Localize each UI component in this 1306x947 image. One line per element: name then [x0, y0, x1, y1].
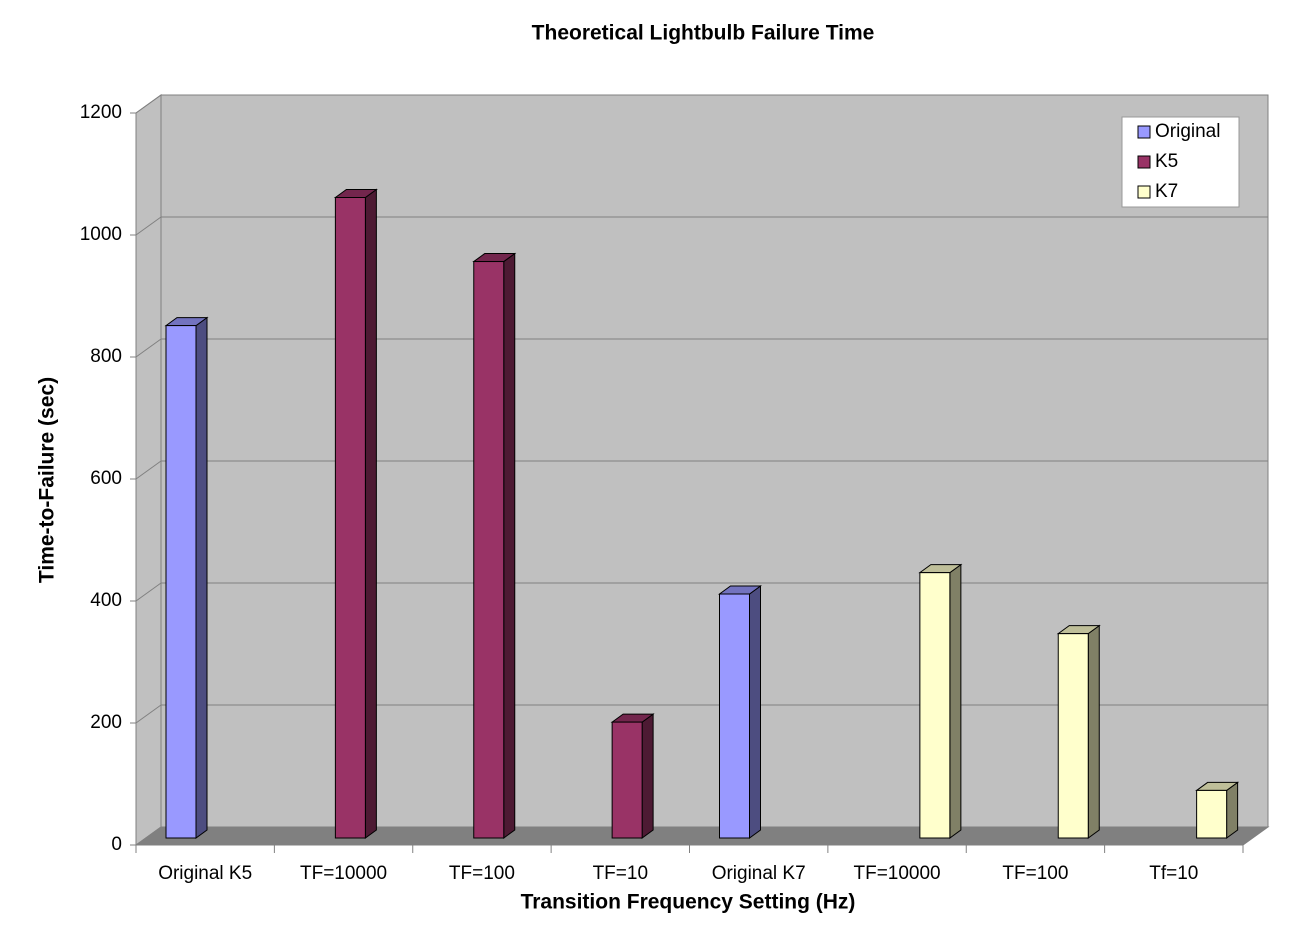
bar	[164, 316, 209, 839]
grid-line	[135, 582, 162, 602]
bar	[918, 563, 963, 839]
bar-side	[641, 713, 654, 839]
legend-swatch	[1137, 155, 1151, 169]
y-tick-label: 800	[90, 346, 122, 367]
legend-swatch	[1137, 125, 1151, 139]
bar	[717, 585, 763, 839]
y-tick-label: 1000	[80, 224, 122, 245]
y-tick-label: 1200	[80, 102, 122, 123]
legend-label: Original	[1155, 121, 1220, 142]
bar-front	[165, 325, 197, 839]
bar-front	[1196, 789, 1228, 839]
bar	[610, 713, 655, 839]
x-tick-label: Original K7	[712, 863, 806, 884]
chart-title: Theoretical Lightbulb Failure Time	[532, 22, 875, 45]
grid-line	[135, 216, 162, 236]
y-tick-label: 200	[90, 712, 122, 733]
legend-label: K7	[1155, 181, 1178, 202]
bar-side	[749, 585, 761, 839]
x-axis-label: Transition Frequency Setting (Hz)	[521, 891, 856, 914]
bar-front	[611, 721, 643, 839]
x-tick-label: Original K5	[158, 863, 252, 884]
bar	[333, 188, 378, 839]
x-tick-label: TF=100	[449, 863, 515, 884]
bar-front	[334, 197, 366, 839]
grid-line	[135, 94, 162, 114]
bar-side	[1087, 624, 1100, 839]
legend-swatch	[1137, 185, 1151, 199]
x-tick-label: TF=10000	[853, 863, 940, 884]
bar-side	[949, 563, 962, 839]
bar-side	[1226, 781, 1239, 839]
x-tick-label: TF=10000	[300, 863, 387, 884]
y-tick-label: 0	[111, 834, 122, 855]
grid-line	[135, 460, 162, 480]
y-tick-label: 600	[90, 468, 122, 489]
bar-side	[364, 188, 377, 839]
bar-front	[1057, 633, 1089, 839]
bar-side	[503, 252, 516, 839]
bar-front	[919, 572, 951, 839]
bar	[1056, 624, 1101, 839]
x-tick-label: TF=100	[1002, 863, 1068, 884]
bar	[1195, 781, 1240, 839]
bar-front	[473, 261, 505, 839]
grid-line	[135, 704, 162, 724]
y-tick-label: 400	[90, 590, 122, 611]
x-tick-label: Tf=10	[1149, 863, 1198, 884]
grid-line	[135, 338, 162, 358]
bar-side	[195, 316, 208, 839]
x-tick-label: TF=10	[593, 863, 648, 884]
bar-front	[719, 593, 750, 839]
y-axis-label: Time-to-Failure (sec)	[36, 377, 59, 583]
legend-label: K5	[1155, 151, 1178, 172]
bar	[472, 252, 517, 839]
